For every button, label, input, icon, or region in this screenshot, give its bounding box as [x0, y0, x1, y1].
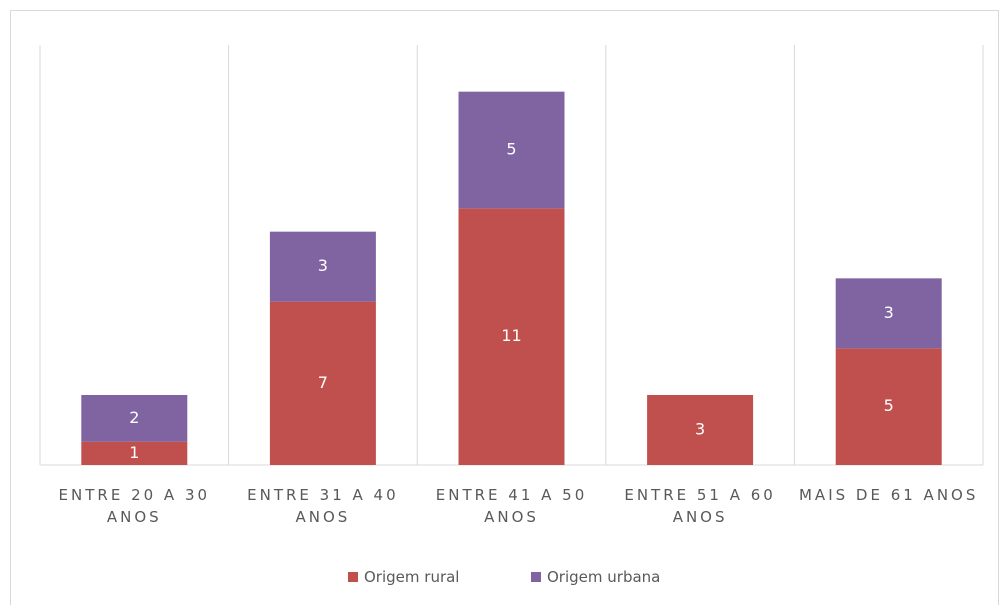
- data-label: 7: [318, 373, 328, 392]
- bar-segment: [269, 231, 376, 302]
- legend-label: Origem rural: [364, 568, 460, 586]
- x-tick-label: ENTRE 31 A 40 ANOS: [247, 486, 399, 526]
- data-label: 5: [506, 140, 516, 159]
- bar-segment: [835, 348, 942, 465]
- data-label: 2: [129, 408, 139, 427]
- frame: [10, 10, 999, 605]
- x-tick-label: ENTRE 41 A 50 ANOS: [435, 486, 588, 526]
- x-tick-label: ENTRE 20 A 30 ANOS: [58, 486, 211, 526]
- bar-segment: [81, 441, 188, 465]
- data-label: 3: [695, 420, 705, 439]
- legend-item: Origem urbana: [531, 568, 660, 586]
- bar-segment: [835, 278, 942, 349]
- data-label: 5: [884, 396, 894, 415]
- data-label: 11: [501, 326, 521, 345]
- data-label: 1: [129, 443, 139, 462]
- legend-swatch: [348, 572, 358, 582]
- legend-swatch: [531, 572, 541, 582]
- bar-segment: [81, 395, 188, 442]
- legend-item: Origem rural: [348, 568, 459, 586]
- bar-segment: [269, 301, 376, 465]
- bar-segment: [458, 208, 565, 466]
- x-tick-label: MAIS DE 61 ANOS: [798, 486, 979, 504]
- x-tick-label: ENTRE 51 A 60 ANOS: [624, 486, 776, 526]
- data-label: 3: [884, 303, 894, 322]
- data-label: 3: [318, 256, 328, 275]
- legend-label: Origem urbana: [547, 568, 661, 586]
- bar-segment: [458, 91, 565, 209]
- bar-segment: [647, 395, 754, 465]
